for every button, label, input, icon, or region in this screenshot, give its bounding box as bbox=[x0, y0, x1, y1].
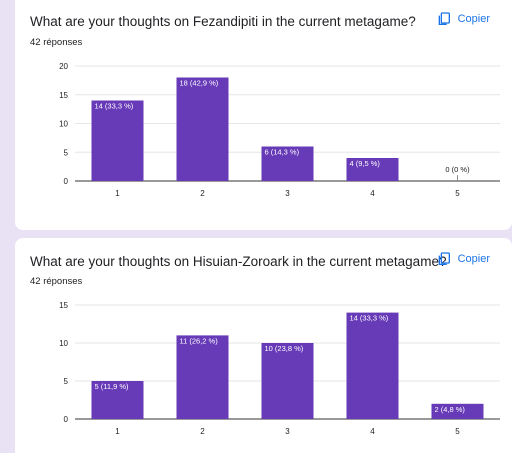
x-tick-label: 2 bbox=[200, 189, 205, 198]
data-label: 0 (0 %) bbox=[445, 165, 470, 174]
bar-chart: 0 5 10 15 5 (11,9 %) 1 11 (26,2 %) 2 10 (23,8 %)… bbox=[59, 301, 500, 436]
bar[interactable] bbox=[261, 146, 314, 182]
bar[interactable] bbox=[261, 343, 314, 419]
copy-icon bbox=[438, 252, 450, 265]
copy-icon bbox=[438, 12, 450, 25]
x-tick-label: 3 bbox=[285, 427, 290, 436]
question-card: What are your thoughts on Hisuian-Zoroar… bbox=[15, 238, 512, 453]
response-count: 42 réponses bbox=[30, 276, 83, 287]
data-label: 10 (23,8 %) bbox=[265, 344, 304, 353]
bar[interactable] bbox=[431, 403, 484, 419]
question-title: What are your thoughts on Fezandipiti in… bbox=[30, 14, 416, 29]
x-tick-label: 2 bbox=[200, 427, 205, 436]
x-tick-label: 5 bbox=[455, 189, 460, 198]
copy-button-label: Copier bbox=[457, 13, 490, 25]
y-tick-label: 0 bbox=[64, 177, 69, 186]
data-label: 6 (14,3 %) bbox=[265, 148, 300, 157]
y-tick-label: 10 bbox=[59, 120, 68, 129]
bar[interactable] bbox=[346, 312, 399, 419]
data-label: 14 (33,3 %) bbox=[350, 314, 389, 323]
x-tick-label: 4 bbox=[370, 189, 375, 198]
x-tick-label: 1 bbox=[115, 189, 120, 198]
data-label: 14 (33,3 %) bbox=[95, 102, 134, 111]
data-label: 4 (9,5 %) bbox=[350, 159, 381, 168]
y-tick-label: 5 bbox=[64, 148, 69, 157]
copy-button-label: Copier bbox=[457, 253, 490, 265]
x-tick-label: 1 bbox=[115, 427, 120, 436]
data-label: 11 (26,2 %) bbox=[180, 336, 219, 345]
bar-chart: 0 5 10 15 20 14 (33,3 %) 1 18 (42,9 %) 2 6 (14,3 … bbox=[59, 62, 500, 198]
bar[interactable] bbox=[346, 158, 399, 181]
question-card: What are your thoughts on Fezandipiti in… bbox=[15, 0, 512, 230]
y-tick-label: 5 bbox=[64, 377, 69, 386]
copy-button[interactable]: Copier bbox=[436, 11, 490, 27]
question-title: What are your thoughts on Hisuian-Zoroar… bbox=[30, 254, 447, 269]
x-tick-label: 5 bbox=[455, 427, 460, 436]
copy-button[interactable]: Copier bbox=[436, 251, 490, 267]
x-tick-label: 4 bbox=[370, 427, 375, 436]
y-tick-label: 15 bbox=[59, 301, 68, 310]
response-count: 42 réponses bbox=[30, 37, 83, 48]
bar[interactable] bbox=[91, 100, 144, 182]
y-tick-label: 0 bbox=[64, 415, 69, 424]
data-label: 5 (11,9 %) bbox=[95, 382, 130, 391]
bar[interactable] bbox=[176, 77, 229, 182]
bar[interactable] bbox=[91, 381, 144, 419]
y-tick-label: 10 bbox=[59, 339, 68, 348]
data-label: 2 (4,8 %) bbox=[435, 405, 466, 414]
bar[interactable] bbox=[176, 335, 229, 419]
y-tick-label: 20 bbox=[59, 62, 68, 71]
data-label: 18 (42,9 %) bbox=[180, 79, 219, 88]
y-tick-label: 15 bbox=[59, 91, 68, 100]
x-tick-label: 3 bbox=[285, 189, 290, 198]
